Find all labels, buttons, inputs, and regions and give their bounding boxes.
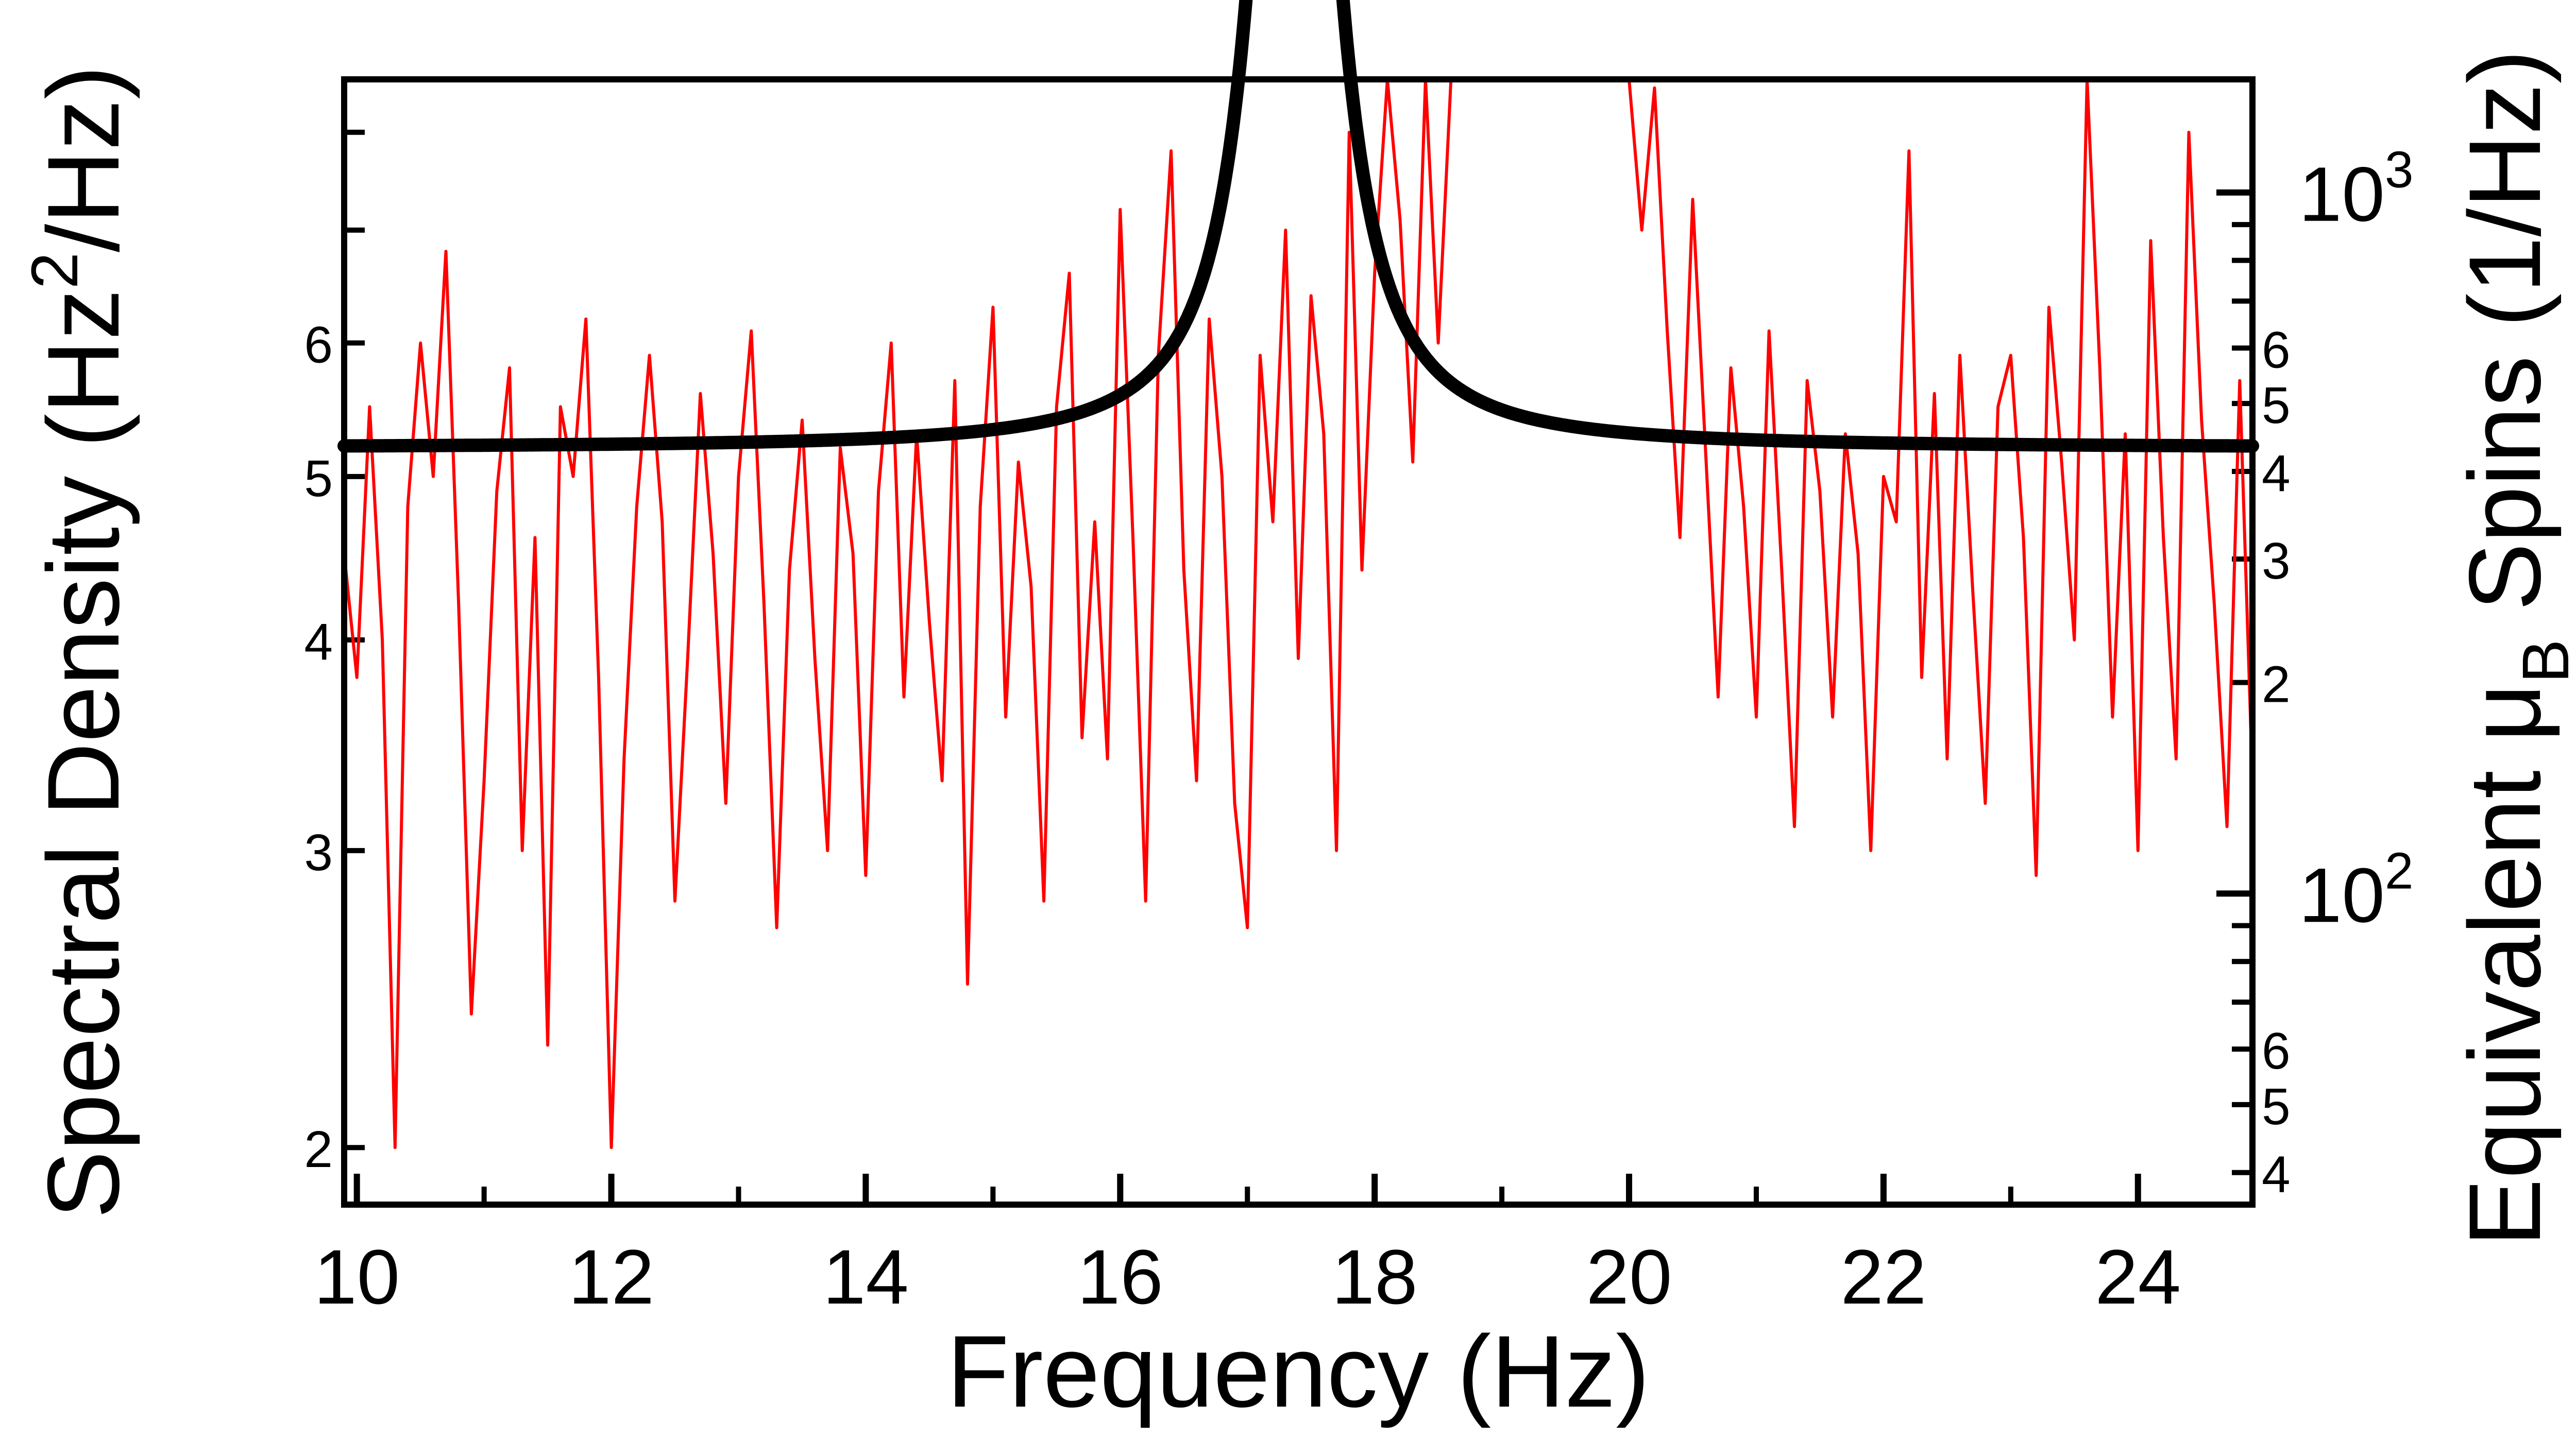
right-minor-tick-label: 4 bbox=[2262, 1146, 2291, 1204]
left-minor-tick-label: 6 bbox=[304, 316, 333, 374]
left-minor-tick-label: 3 bbox=[304, 824, 333, 882]
right-major-tick-label: 103 bbox=[2299, 141, 2413, 238]
right-minor-tick-label: 5 bbox=[2262, 377, 2291, 434]
x-tick-label: 10 bbox=[314, 1233, 400, 1320]
left-minor-tick-label: 5 bbox=[304, 450, 333, 508]
y-axis-title-left-prefix: Spectral Density (Hz bbox=[26, 289, 140, 1219]
x-tick-label: 18 bbox=[1332, 1233, 1418, 1320]
y-axis-title-right-suffix: Spins (1/Hz) bbox=[2448, 49, 2562, 639]
right-minor-tick-label: 5 bbox=[2262, 1078, 2291, 1136]
right-major-tick-label-base: 10 bbox=[2299, 151, 2385, 238]
x-tick-label: 20 bbox=[1586, 1233, 1672, 1320]
right-minor-tick-label: 6 bbox=[2262, 321, 2291, 379]
x-tick-label: 12 bbox=[568, 1233, 654, 1320]
measured-spectrum-line bbox=[343, 78, 2254, 1149]
y-axis-title-right-sub: B bbox=[2509, 639, 2576, 683]
left-minor-tick-label: 2 bbox=[304, 1121, 333, 1178]
right-minor-tick-label: 6 bbox=[2262, 1022, 2291, 1080]
plot-frame bbox=[341, 76, 2256, 1208]
y-axis-title-left: Spectral Density (Hz2/Hz) bbox=[18, 65, 140, 1219]
right-minor-tick-label: 3 bbox=[2262, 532, 2291, 590]
right-minor-tick-label: 2 bbox=[2262, 656, 2291, 714]
x-axis-tick-labels: 10 12 14 16 18 20 22 24 bbox=[314, 1233, 2181, 1320]
y-axis-title-right-prefix: Equivalent μ bbox=[2448, 683, 2562, 1247]
x-tick-label: 22 bbox=[1840, 1233, 1926, 1320]
left-axis-tick-labels: 2 3 4 5 6 bbox=[304, 316, 333, 1179]
right-major-tick-label-base: 10 bbox=[2299, 852, 2385, 938]
x-tick-label: 24 bbox=[2095, 1233, 2181, 1320]
right-minor-tick-label: 4 bbox=[2262, 445, 2291, 502]
x-axis-title: Frequency (Hz) bbox=[947, 1314, 1650, 1428]
x-tick-label: 16 bbox=[1077, 1233, 1163, 1320]
right-major-tick-label: 102 bbox=[2299, 842, 2413, 938]
y-axis-title-left-suffix: /Hz) bbox=[26, 65, 140, 252]
y-axis-title-right: Equivalent μB Spins (1/Hz) bbox=[2448, 49, 2576, 1246]
right-major-tick-label-exponent: 2 bbox=[2385, 842, 2414, 900]
lorentzian-fit-line bbox=[337, 0, 2259, 453]
right-major-tick-label-exponent: 3 bbox=[2385, 141, 2414, 199]
x-tick-label: 14 bbox=[823, 1233, 909, 1320]
left-minor-tick-label: 4 bbox=[304, 613, 333, 671]
y-axis-title-left-sup: 2 bbox=[18, 252, 92, 289]
x-axis-ticks bbox=[353, 1174, 2141, 1205]
